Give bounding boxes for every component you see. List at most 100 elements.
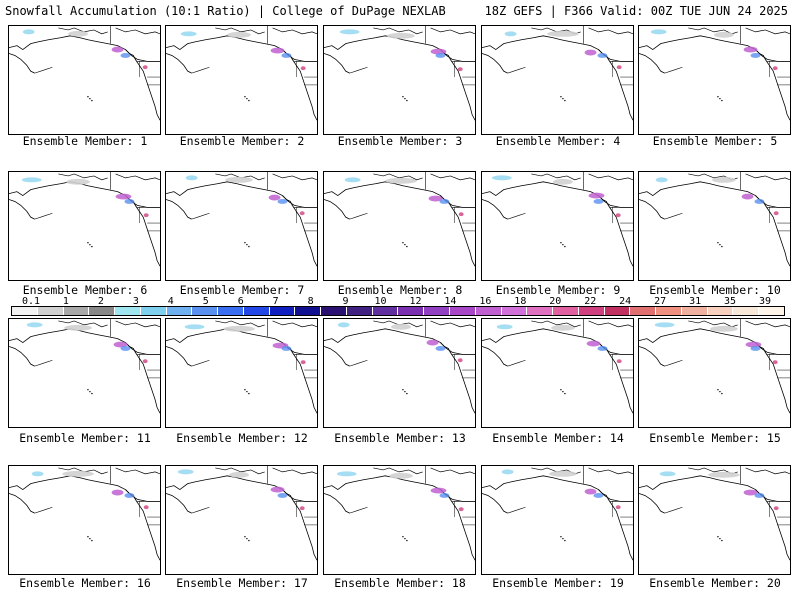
ensemble-panel-16	[8, 465, 161, 575]
colorbar-swatch	[372, 307, 399, 315]
ensemble-member-label: Ensemble Member: 3	[337, 134, 463, 148]
colorbar-swatch	[604, 307, 631, 315]
colorbar-tick-label: 31	[689, 296, 702, 307]
ensemble-panel-8	[323, 171, 476, 281]
map-canvas	[166, 26, 317, 134]
ensemble-member-label: Ensemble Member: 18	[334, 576, 466, 590]
colorbar-swatch	[269, 307, 296, 315]
map-canvas	[166, 466, 317, 574]
colorbar-tick-label: 16	[479, 296, 492, 307]
colorbar-swatch	[759, 307, 784, 315]
colorbar-swatch	[578, 307, 605, 315]
ensemble-panel-10	[638, 171, 791, 281]
colorbar-swatch	[630, 307, 657, 315]
ensemble-panel-6	[8, 171, 161, 281]
colorbar-swatch	[450, 307, 476, 315]
colorbar-swatch	[115, 307, 141, 315]
colorbar-tick-label: 14	[444, 296, 457, 307]
colorbar-swatch	[140, 307, 167, 315]
colorbar-swatch	[656, 307, 682, 315]
colorbar-tick-label: 22	[584, 296, 597, 307]
ensemble-member-label: Ensemble Member: 16	[19, 576, 151, 590]
colorbar-swatch	[37, 307, 64, 315]
ensemble-member-label: Ensemble Member: 11	[19, 431, 151, 445]
ensemble-panel-15	[638, 318, 791, 428]
map-canvas	[639, 26, 790, 134]
colorbar-tick-label: 1	[62, 296, 69, 307]
colorbar-tick-label: 3	[132, 296, 139, 307]
ensemble-member-label: Ensemble Member: 12	[176, 431, 308, 445]
ensemble-member-label: Ensemble Member: 7	[179, 283, 305, 297]
map-canvas	[324, 466, 475, 574]
colorbar-tick-label: 24	[619, 296, 632, 307]
colorbar-swatch	[527, 307, 554, 315]
map-canvas	[9, 466, 160, 574]
ensemble-member-label: Ensemble Member: 4	[495, 134, 621, 148]
colorbar-swatch	[424, 307, 451, 315]
ensemble-member-label: Ensemble Member: 15	[649, 431, 781, 445]
ensemble-panel-20	[638, 465, 791, 575]
map-canvas	[9, 26, 160, 134]
colorbar-swatch	[218, 307, 244, 315]
colorbar-swatch	[295, 307, 322, 315]
colorbar-swatch	[475, 307, 502, 315]
colorbar-swatch	[346, 307, 373, 315]
ensemble-member-label: Ensemble Member: 10	[649, 283, 781, 297]
colorbar-labels: 0.1 1 2 3 4 5 6 7 8 9 10 12 14 16 18 20 22 24 27 31 35 39	[11, 296, 785, 307]
colorbar-swatch	[733, 307, 760, 315]
colorbar-swatch	[321, 307, 347, 315]
model-run-info: 18Z GEFS | F366 Valid: 00Z TUE JUN 24 20…	[484, 4, 788, 18]
ensemble-member-label: Ensemble Member: 19	[492, 576, 624, 590]
colorbar-tick-label: 8	[307, 296, 314, 307]
colorbar-swatch	[89, 307, 116, 315]
ensemble-member-label: Ensemble Member: 6	[22, 283, 148, 297]
ensemble-panel-18	[323, 465, 476, 575]
ensemble-member-label: Ensemble Member: 14	[492, 431, 624, 445]
ensemble-member-label: Ensemble Member: 8	[337, 283, 463, 297]
colorbar-swatch	[707, 307, 734, 315]
map-canvas	[9, 172, 160, 280]
map-canvas	[166, 319, 317, 427]
colorbar-swatch	[501, 307, 528, 315]
ensemble-panel-11	[8, 318, 161, 428]
colorbar-tick-label: 4	[167, 296, 174, 307]
ensemble-panel-5	[638, 25, 791, 135]
map-canvas	[324, 172, 475, 280]
ensemble-panel-3	[323, 25, 476, 135]
map-canvas	[482, 466, 633, 574]
map-canvas	[166, 172, 317, 280]
map-canvas	[324, 319, 475, 427]
colorbar-tick-label: 5	[202, 296, 209, 307]
ensemble-member-label: Ensemble Member: 13	[334, 431, 466, 445]
colorbar-tick-label: 7	[272, 296, 279, 307]
ensemble-panel-2	[165, 25, 318, 135]
map-canvas	[639, 319, 790, 427]
ensemble-member-label: Ensemble Member: 20	[649, 576, 781, 590]
colorbar-tick-label: 6	[237, 296, 244, 307]
ensemble-panel-19	[481, 465, 634, 575]
ensemble-panel-1	[8, 25, 161, 135]
map-canvas	[9, 319, 160, 427]
map-canvas	[324, 26, 475, 134]
colorbar-tick-label: 20	[549, 296, 562, 307]
ensemble-panel-17	[165, 465, 318, 575]
colorbar-tick-label: 35	[724, 296, 737, 307]
colorbar-tick-label: 18	[514, 296, 527, 307]
ensemble-member-label: Ensemble Member: 5	[652, 134, 778, 148]
ensemble-panel-12	[165, 318, 318, 428]
colorbar-tick-label: 9	[342, 296, 349, 307]
colorbar-swatch	[553, 307, 579, 315]
map-canvas	[639, 172, 790, 280]
map-canvas	[482, 172, 633, 280]
colorbar-tick-label: 27	[654, 296, 667, 307]
map-canvas	[639, 466, 790, 574]
colorbar-tick-label: 10	[374, 296, 387, 307]
colorbar-tick-label: 2	[97, 296, 104, 307]
colorbar-swatch	[166, 307, 193, 315]
colorbar-swatch	[12, 307, 38, 315]
colorbar-swatch	[63, 307, 90, 315]
ensemble-panel-14	[481, 318, 634, 428]
ensemble-member-label: Ensemble Member: 2	[179, 134, 305, 148]
colorbar-tick-label: 39	[758, 296, 772, 307]
colorbar-swatch	[681, 307, 708, 315]
